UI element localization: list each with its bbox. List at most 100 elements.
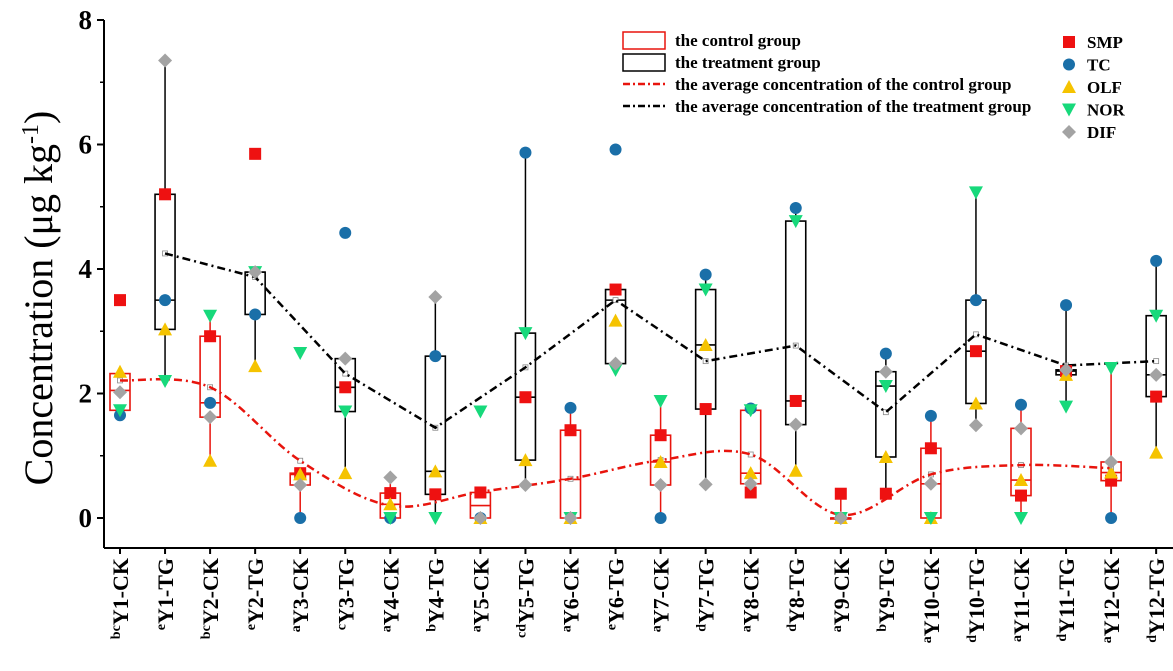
data-point-smp — [1150, 390, 1163, 403]
legend-box-swatch — [622, 31, 666, 50]
data-point-olf — [698, 337, 713, 351]
data-point-olf — [293, 467, 308, 481]
x-tick-label-sup: a — [560, 625, 575, 632]
data-point-dif — [878, 364, 893, 379]
data-point-tc — [699, 268, 712, 281]
y-axis-label-tail: ) — [16, 111, 61, 124]
data-point-nor — [428, 512, 443, 525]
data-point-nor — [158, 375, 173, 389]
x-tick-label-text: Y8-TG — [784, 558, 809, 624]
x-tick-label-sup: a — [650, 625, 665, 632]
box-mean-marker — [297, 457, 304, 464]
x-tick-label: dY11-TG — [1054, 558, 1079, 642]
x-tick-label: aY7-CK — [649, 558, 674, 632]
x-tick-label: aY10-CK — [919, 558, 944, 643]
legend-series-label: DIF — [1087, 123, 1116, 142]
data-point-olf — [968, 396, 983, 410]
x-tick-label-text: Y2-CK — [198, 558, 223, 625]
legend-label: the treatment group — [675, 53, 821, 72]
legend-marker-olf — [1062, 80, 1076, 93]
data-point-olf — [518, 453, 533, 467]
x-tick-label: aY3-CK — [288, 558, 313, 632]
x-tick-label-sup: a — [1010, 635, 1025, 642]
data-point-smp — [114, 294, 126, 307]
x-tick-label: aY8-CK — [739, 558, 764, 632]
x-tick-label-text: Y3-TG — [333, 558, 358, 624]
data-point-tc — [879, 347, 892, 360]
legend-series-label: NOR — [1087, 101, 1126, 120]
data-point-dif — [563, 511, 578, 525]
x-tick-label-sup: a — [740, 625, 755, 632]
x-tick-label-text: Y12-CK — [1099, 558, 1124, 636]
data-point-nor — [653, 394, 668, 408]
data-point-smp — [384, 487, 397, 500]
data-point-nor — [1149, 309, 1164, 323]
x-tick-label-text: Y6-TG — [604, 558, 629, 624]
x-tick-label: aY11-CK — [1009, 558, 1034, 642]
data-point-nor — [293, 347, 308, 361]
data-point-olf — [158, 322, 173, 336]
data-point-dif — [203, 410, 218, 425]
x-tick-label: eY1-TG — [153, 558, 178, 630]
data-point-olf — [203, 453, 218, 467]
legend-marker-dif — [1062, 125, 1076, 139]
data-point-nor — [878, 380, 893, 394]
x-tick-label: aY4-CK — [378, 558, 403, 632]
data-point-olf — [743, 466, 758, 480]
x-tick-label-text: Y1-CK — [108, 558, 133, 625]
data-point-tc — [609, 143, 622, 156]
data-point-tc — [429, 350, 442, 363]
data-point-nor — [1014, 512, 1028, 525]
x-tick-label-text: Y6-CK — [559, 558, 584, 625]
x-tick-label-sup: d — [1055, 634, 1070, 642]
data-point-smp — [879, 487, 892, 500]
y-tick-label: 8 — [79, 5, 93, 35]
data-point-nor — [203, 309, 218, 323]
x-tick-label-sup: d — [785, 624, 800, 632]
data-point-dif — [698, 477, 713, 492]
y-axis-label-main: Concentration (μg kg — [16, 144, 61, 485]
x-tick-label: aY6-CK — [559, 558, 584, 632]
box — [154, 193, 176, 331]
data-point-tc — [519, 146, 532, 159]
legend-box-swatch — [622, 53, 666, 72]
data-point-dif — [923, 476, 938, 491]
control-mean-line — [119, 378, 1112, 517]
x-tick-label-text: Y7-TG — [694, 558, 719, 624]
x-tick-label-text: Y7-CK — [649, 558, 674, 625]
data-point-smp — [564, 424, 577, 437]
x-tick-label-sup: e — [154, 624, 169, 630]
x-tick-label: dY12-TG — [1144, 558, 1169, 643]
legend-marker-nor — [1062, 103, 1076, 117]
x-tick-label: aY5-CK — [468, 558, 493, 632]
data-point-smp — [339, 381, 352, 394]
data-point-tc — [294, 512, 307, 524]
data-point-dif — [518, 478, 533, 493]
x-tick-label-sup: d — [1145, 635, 1160, 643]
data-point-nor — [113, 404, 127, 418]
data-point-nor — [1104, 361, 1119, 375]
data-point-tc — [969, 294, 982, 307]
x-tick-label-text: Y5-TG — [513, 558, 538, 624]
data-point-smp — [519, 391, 532, 404]
x-tick-label-sup: a — [469, 625, 484, 632]
data-point-dif — [338, 351, 353, 366]
x-tick-label: cdY5-TG — [513, 558, 538, 638]
x-tick-label: bY4-TG — [423, 558, 448, 632]
x-tick-label-text: Y4-TG — [423, 558, 448, 624]
data-point-dif — [113, 385, 127, 400]
x-tick-label-sup: b — [424, 624, 439, 632]
data-point-nor — [743, 404, 758, 418]
legend-marker-tc — [1063, 58, 1075, 71]
x-tick-label-text: Y5-CK — [468, 558, 493, 625]
legend-series-label: SMP — [1087, 33, 1123, 52]
x-tick-label-text: Y2-TG — [243, 558, 268, 624]
data-point-dif — [248, 265, 263, 280]
x-tick-label: eY2-TG — [243, 558, 268, 630]
x-tick-label-sup: d — [965, 635, 980, 643]
data-point-tc — [1060, 299, 1073, 312]
data-point-olf — [1149, 445, 1164, 459]
x-tick-label-text: Y12-TG — [1144, 558, 1169, 635]
data-point-dif — [1149, 367, 1164, 382]
x-tick-label-sup: a — [289, 625, 304, 632]
